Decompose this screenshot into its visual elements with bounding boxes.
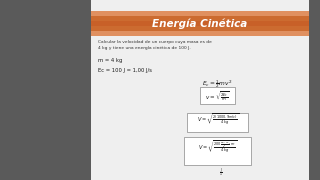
Bar <box>200 87 235 104</box>
Text: $E_c = \frac{1}{2}mv^2$: $E_c = \frac{1}{2}mv^2$ <box>203 78 233 90</box>
Text: Calcular la velocidad de un cuerpo cuya masa es de
4 kg y tiene una energía ciné: Calcular la velocidad de un cuerpo cuya … <box>98 40 212 50</box>
Bar <box>184 137 251 165</box>
Text: Energía Cinética: Energía Cinética <box>152 18 248 29</box>
Bar <box>91 16 309 21</box>
Bar <box>91 11 309 16</box>
Text: Ec = 100 J = 1,00 J/s: Ec = 100 J = 1,00 J/s <box>98 68 152 73</box>
Bar <box>91 26 309 31</box>
Text: $v = \sqrt{\frac{2E_c}{m}}$: $v = \sqrt{\frac{2E_c}{m}}$ <box>205 89 230 103</box>
Bar <box>187 112 248 132</box>
Bar <box>91 0 309 180</box>
Text: $\frac{J}{1}$: $\frac{J}{1}$ <box>219 166 223 179</box>
Bar <box>91 21 309 26</box>
Text: m = 4 kg: m = 4 kg <box>98 58 122 63</box>
Text: $V = \sqrt{\frac{2(1000.9m/c)}{4\,kg}}$: $V = \sqrt{\frac{2(1000.9m/c)}{4\,kg}}$ <box>196 113 239 127</box>
Bar <box>91 31 309 36</box>
Text: $V = \sqrt{\frac{200\,\frac{kg \cdot m}{s^2}\cdot m}{4\,kg}}$: $V = \sqrt{\frac{200\,\frac{kg \cdot m}{… <box>198 139 237 155</box>
